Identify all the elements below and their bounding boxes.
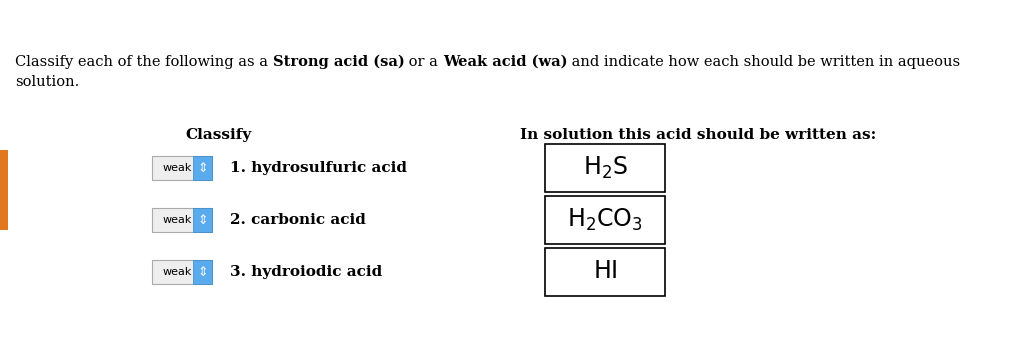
FancyBboxPatch shape — [193, 260, 212, 284]
FancyBboxPatch shape — [193, 156, 212, 180]
Text: or a: or a — [404, 55, 442, 69]
Text: Strong acid (sa): Strong acid (sa) — [272, 55, 404, 69]
Text: $\mathrm{H_2CO_3}$: $\mathrm{H_2CO_3}$ — [567, 207, 643, 233]
Text: ⇕: ⇕ — [198, 161, 208, 175]
Text: Weak acid (wa): Weak acid (wa) — [442, 55, 567, 69]
Text: weak: weak — [163, 163, 191, 173]
Text: Classify: Classify — [185, 128, 251, 142]
Text: weak: weak — [163, 215, 191, 225]
FancyBboxPatch shape — [152, 156, 212, 180]
FancyBboxPatch shape — [0, 150, 8, 230]
Text: Classify each of the following as a: Classify each of the following as a — [15, 55, 272, 69]
Text: $\mathrm{H_2S}$: $\mathrm{H_2S}$ — [583, 155, 628, 181]
FancyBboxPatch shape — [152, 260, 212, 284]
Text: ⇕: ⇕ — [198, 213, 208, 226]
Text: 2. carbonic acid: 2. carbonic acid — [230, 213, 366, 227]
FancyBboxPatch shape — [545, 144, 665, 192]
Text: In solution this acid should be written as:: In solution this acid should be written … — [520, 128, 877, 142]
FancyBboxPatch shape — [545, 248, 665, 296]
Text: solution.: solution. — [15, 75, 79, 89]
Text: $\mathrm{HI}$: $\mathrm{HI}$ — [593, 261, 617, 283]
FancyBboxPatch shape — [545, 196, 665, 244]
Text: ⇕: ⇕ — [198, 266, 208, 278]
FancyBboxPatch shape — [193, 208, 212, 232]
FancyBboxPatch shape — [152, 208, 212, 232]
Text: and indicate how each should be written in aqueous: and indicate how each should be written … — [567, 55, 961, 69]
Text: weak: weak — [163, 267, 191, 277]
Text: 3. hydroiodic acid: 3. hydroiodic acid — [230, 265, 382, 279]
Text: 1. hydrosulfuric acid: 1. hydrosulfuric acid — [230, 161, 407, 175]
